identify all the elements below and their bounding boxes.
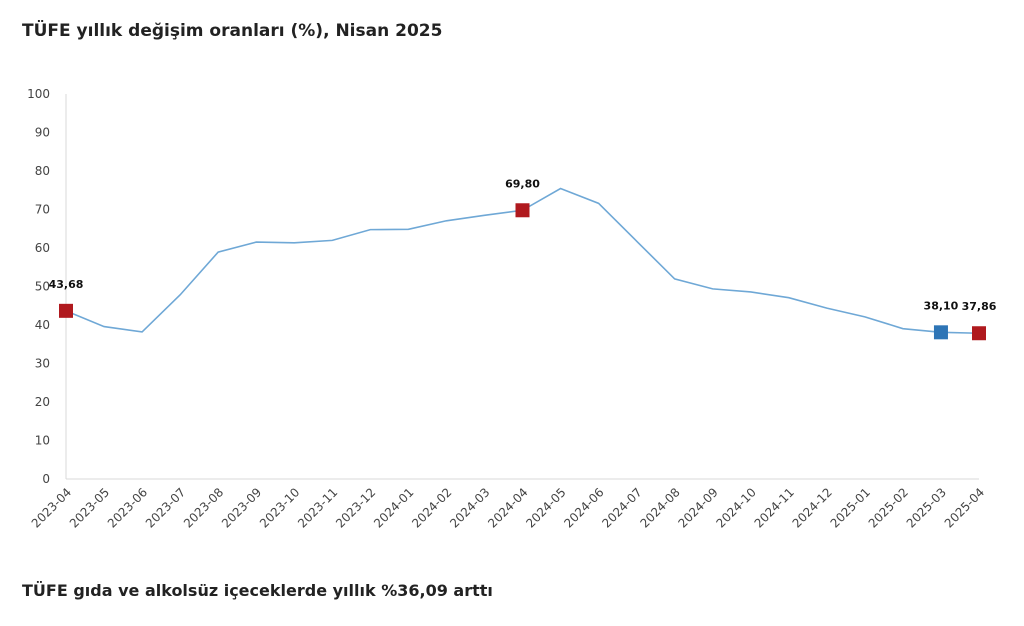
- y-tick-label: 40: [35, 318, 50, 332]
- y-tick-label: 0: [42, 472, 50, 486]
- x-tick-label: 2024-07: [599, 485, 644, 530]
- y-tick-label: 60: [35, 241, 50, 255]
- y-tick-label: 10: [35, 434, 50, 448]
- x-tick-label: 2023-04: [29, 485, 74, 530]
- x-tick-label: 2024-06: [561, 485, 606, 530]
- y-tick-label: 50: [35, 280, 50, 294]
- y-tick-label: 90: [35, 126, 50, 140]
- y-tick-label: 30: [35, 357, 50, 371]
- x-tick-label: 2023-08: [181, 485, 226, 530]
- x-tick-label: 2023-10: [257, 485, 302, 530]
- x-tick-label: 2024-11: [752, 485, 797, 530]
- x-tick-label: 2023-11: [295, 485, 340, 530]
- y-tick-label: 100: [27, 87, 50, 101]
- x-tick-label: 2025-01: [828, 485, 873, 530]
- y-tick-label: 80: [35, 164, 50, 178]
- x-tick-label: 2024-04: [485, 485, 530, 530]
- x-tick-label: 2024-01: [371, 485, 416, 530]
- x-tick-label: 2024-12: [790, 485, 835, 530]
- x-tick-label: 2023-05: [67, 485, 112, 530]
- data-label: 69,80: [505, 177, 540, 190]
- x-tick-label: 2023-12: [333, 485, 378, 530]
- x-tick-label: 2023-07: [143, 485, 188, 530]
- chart-title: TÜFE yıllık değişim oranları (%), Nisan …: [22, 21, 443, 41]
- x-tick-label: 2024-08: [637, 485, 682, 530]
- data-label: 38,10: [924, 299, 959, 312]
- x-tick-label: 2025-03: [904, 485, 949, 530]
- x-tick-label: 2025-04: [942, 485, 987, 530]
- data-point-marker: [515, 203, 530, 218]
- y-tick-label: 20: [35, 395, 50, 409]
- x-tick-label: 2024-03: [447, 485, 492, 530]
- x-tick-label: 2023-06: [105, 485, 150, 530]
- x-tick-label: 2024-10: [714, 485, 759, 530]
- data-point-marker: [933, 325, 948, 340]
- y-tick-label: 70: [35, 203, 50, 217]
- x-tick-label: 2024-05: [523, 485, 568, 530]
- x-tick-label: 2025-02: [866, 485, 911, 530]
- x-tick-label: 2024-02: [409, 485, 454, 530]
- data-label: 43,68: [49, 278, 84, 291]
- footer-headline: TÜFE gıda ve alkolsüz içeceklerde yıllık…: [22, 581, 493, 600]
- data-point-marker: [972, 326, 986, 341]
- x-tick-label: 2024-09: [675, 485, 720, 530]
- x-tick-label: 2023-09: [219, 485, 264, 530]
- data-point-marker: [59, 303, 73, 318]
- data-label: 37,86: [962, 300, 997, 313]
